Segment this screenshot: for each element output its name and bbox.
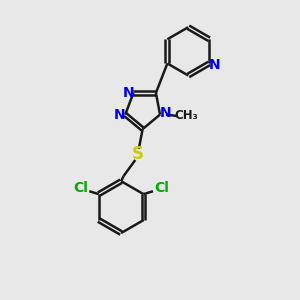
Text: N: N (114, 108, 126, 122)
Text: N: N (209, 58, 220, 72)
Text: S: S (132, 145, 144, 163)
Text: Cl: Cl (154, 181, 169, 195)
Text: N: N (122, 86, 134, 100)
Text: N: N (160, 106, 171, 120)
Text: CH₃: CH₃ (174, 109, 198, 122)
Text: Cl: Cl (73, 181, 88, 195)
